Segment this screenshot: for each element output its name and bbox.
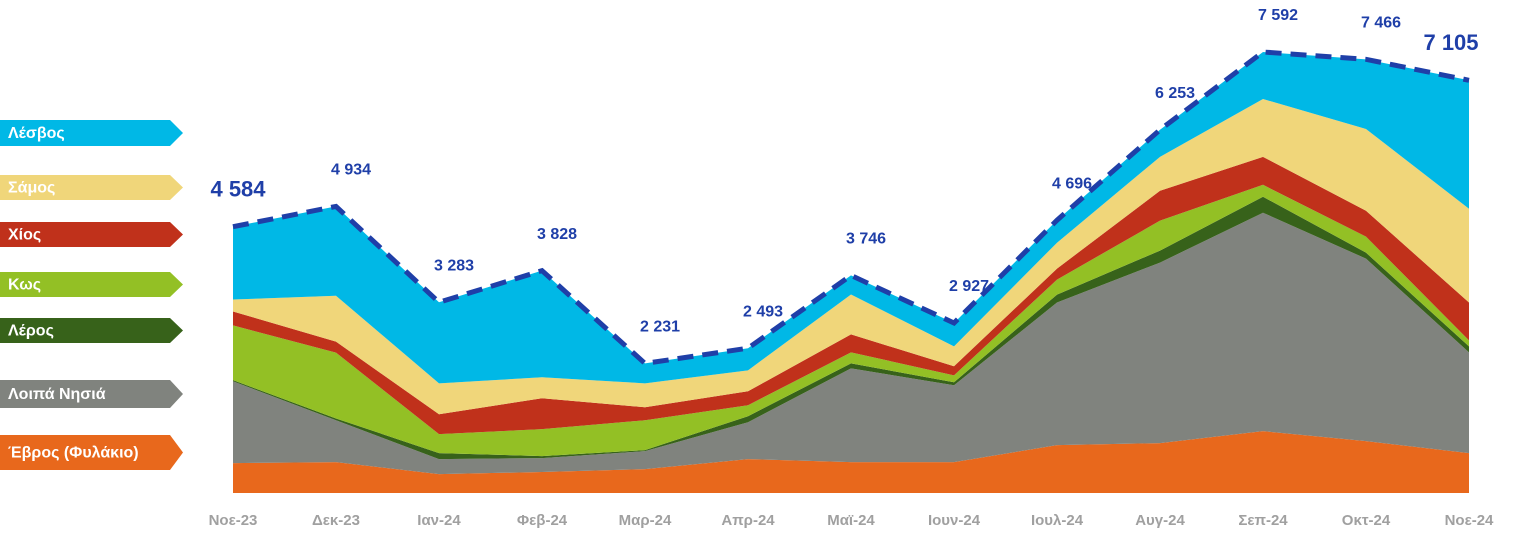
legend-label: Χίος [8, 227, 41, 244]
legend-tag [0, 222, 183, 247]
total-label: 7 592 [1258, 7, 1298, 24]
x-tick-label: Ιουν-24 [928, 512, 981, 529]
legend-label: Έβρος (Φυλάκιο) [8, 445, 139, 462]
total-label: 6 253 [1155, 85, 1195, 102]
legend-tag [0, 318, 183, 343]
total-label: 4 584 [210, 177, 266, 202]
total-label: 4 934 [331, 162, 371, 179]
total-label: 2 493 [743, 303, 783, 320]
total-label: 2 231 [640, 319, 680, 336]
legend-label: Λέσβος [8, 125, 65, 142]
x-tick-label: Μαϊ-24 [827, 512, 875, 529]
area [233, 212, 1469, 475]
x-tick-label: Ιαν-24 [417, 512, 461, 529]
total-label: 3 746 [846, 231, 886, 248]
legend-tag [0, 120, 183, 146]
area [233, 98, 1469, 415]
x-tick-label: Απρ-24 [721, 512, 775, 529]
total-label: 7 466 [1361, 15, 1401, 32]
total-label: 7 105 [1423, 30, 1478, 55]
legend-label: Σάμος [8, 180, 55, 197]
x-tick-label: Ιουλ-24 [1031, 512, 1084, 529]
area [233, 196, 1469, 460]
legend-label: Λέρος [8, 323, 54, 340]
x-tick-label: Σεπ-24 [1238, 512, 1288, 529]
x-tick-label: Μαρ-24 [619, 512, 672, 529]
total-label: 2 927 [949, 278, 989, 295]
x-tick-label: Φεβ-24 [517, 512, 568, 529]
total-label: 3 283 [434, 258, 474, 275]
x-tick-label: Δεκ-23 [312, 512, 360, 529]
total-label: 4 696 [1052, 175, 1092, 192]
x-tick-label: Οκτ-24 [1342, 512, 1391, 529]
legend-tag [0, 435, 183, 470]
legend-tag [0, 272, 183, 297]
x-tick-label: Αυγ-24 [1135, 512, 1185, 529]
x-tick-label: Νοε-23 [209, 512, 258, 529]
x-tick-label: Νοε-24 [1445, 512, 1494, 529]
legend-label: Κως [8, 277, 41, 294]
area [233, 431, 1469, 493]
total-label: 3 828 [537, 226, 577, 243]
legend-tag [0, 175, 183, 200]
legend-tag [0, 380, 183, 408]
legend-label: Λοιπά Νησιά [8, 386, 106, 403]
area [233, 52, 1469, 384]
